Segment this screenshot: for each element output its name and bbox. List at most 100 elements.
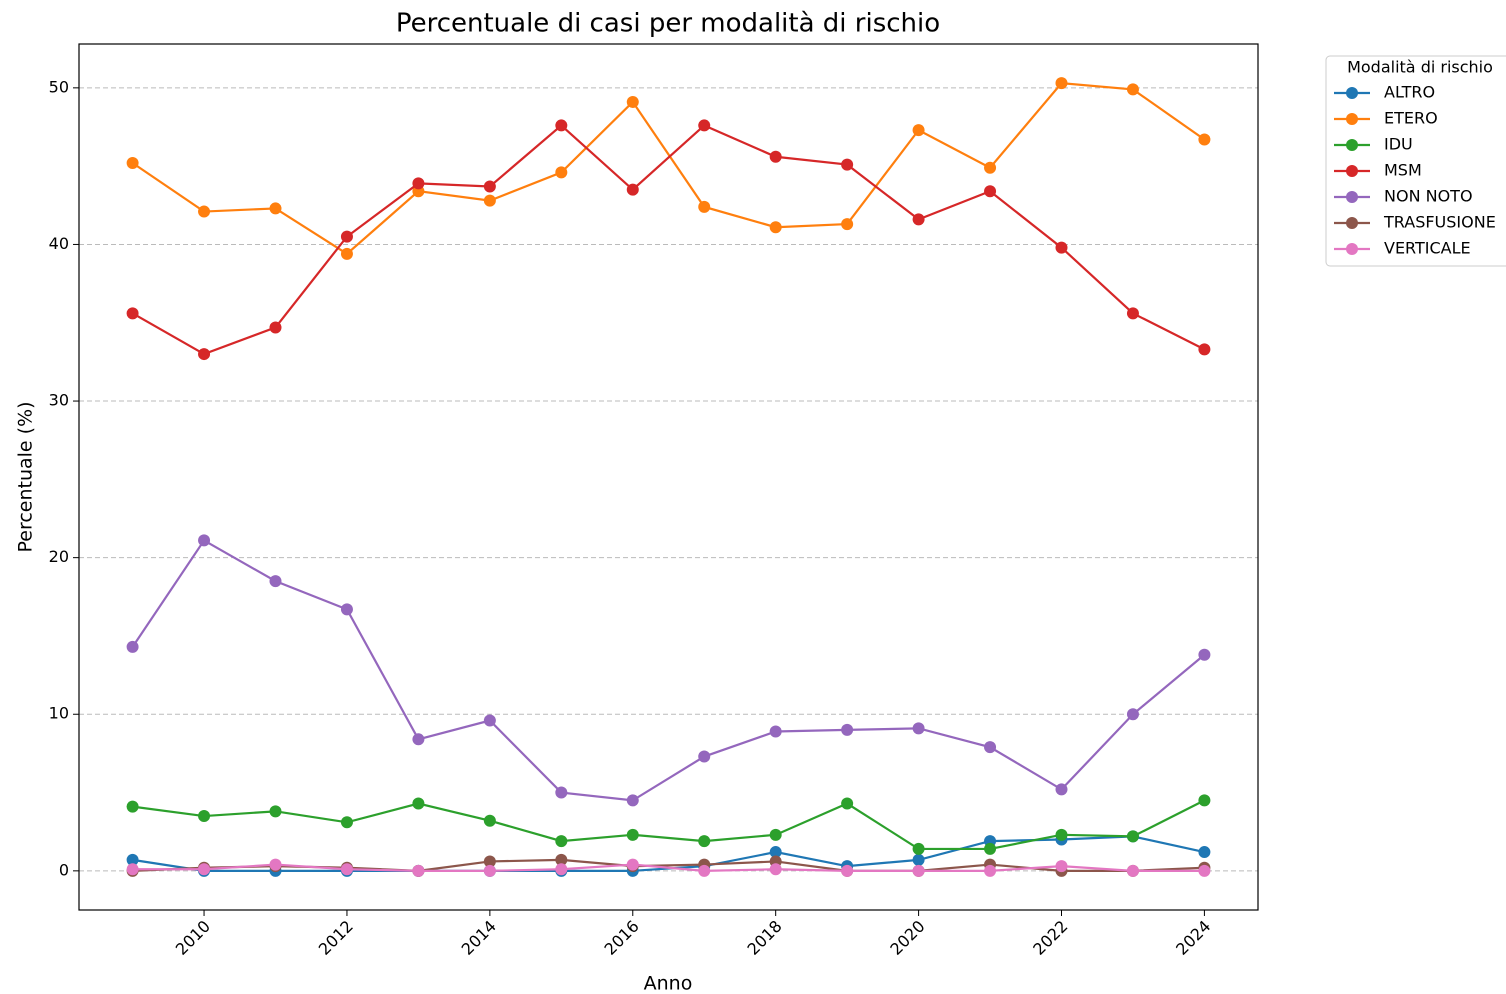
data-point — [1055, 860, 1068, 873]
legend-marker — [1346, 191, 1358, 203]
data-point — [841, 723, 854, 736]
data-point — [269, 858, 282, 871]
data-point — [1126, 307, 1139, 320]
data-point — [340, 247, 353, 260]
data-point — [1198, 794, 1211, 807]
series-line — [132, 123, 1205, 356]
y-tick-label: 50 — [49, 77, 69, 96]
data-point — [269, 575, 282, 588]
data-point — [912, 213, 925, 226]
data-point — [698, 835, 711, 848]
legend-marker — [1346, 243, 1358, 255]
data-point — [769, 221, 782, 234]
data-point — [1055, 828, 1068, 841]
data-point — [126, 863, 139, 876]
data-point — [198, 348, 211, 361]
data-point — [769, 828, 782, 841]
data-point — [1055, 241, 1068, 254]
data-point — [984, 842, 997, 855]
data-point — [340, 603, 353, 616]
data-point — [698, 750, 711, 763]
data-point — [984, 741, 997, 754]
data-point — [126, 853, 139, 866]
x-tick-label: 2010 — [172, 917, 214, 959]
data-point — [483, 180, 496, 193]
legend-label: IDU — [1384, 135, 1413, 154]
y-tick-label: 0 — [59, 860, 69, 879]
series-line — [132, 863, 1205, 872]
legend: Modalità di rischio ALTRO ETERO IDU MSM NON N… — [1325, 55, 1506, 267]
data-point — [269, 321, 282, 334]
data-point — [340, 816, 353, 829]
x-tick-label: 2020 — [886, 917, 928, 959]
data-point — [1126, 864, 1139, 877]
data-point — [698, 200, 711, 213]
data-point — [984, 864, 997, 877]
chart-title: Percentuale di casi per modalità di risc… — [396, 9, 940, 39]
x-tick-label: 2016 — [601, 917, 643, 959]
series-line — [132, 799, 1205, 851]
data-point — [198, 205, 211, 218]
x-tick-label: 2024 — [1172, 917, 1214, 959]
data-point — [1126, 83, 1139, 96]
data-point — [198, 810, 211, 823]
y-tick-label: 10 — [49, 704, 69, 723]
data-point — [198, 863, 211, 876]
legend-label: ETERO — [1384, 109, 1438, 128]
data-point — [1198, 648, 1211, 661]
data-point — [555, 853, 568, 866]
data-point — [1055, 783, 1068, 796]
series-line — [131, 538, 1206, 802]
data-point — [698, 119, 711, 132]
data-point — [626, 183, 639, 196]
data-point — [626, 95, 639, 108]
data-point — [912, 853, 925, 866]
data-point — [555, 786, 568, 799]
legend-marker — [1346, 217, 1358, 229]
y-tick-label: 30 — [49, 391, 69, 410]
data-point — [483, 194, 496, 207]
data-point — [1198, 343, 1211, 356]
legend-marker — [1346, 165, 1358, 177]
data-point — [340, 863, 353, 876]
data-point — [912, 842, 925, 855]
data-point — [626, 794, 639, 807]
legend-marker — [1346, 87, 1358, 99]
data-point — [769, 846, 782, 859]
data-point — [1126, 830, 1139, 843]
data-point — [841, 797, 854, 810]
y-tick-label: 20 — [49, 547, 69, 566]
data-point — [912, 722, 925, 735]
data-point — [984, 185, 997, 198]
data-point — [126, 157, 139, 170]
data-point — [483, 855, 496, 868]
y-axis-label: Percentuale (%) — [15, 401, 37, 552]
data-point — [698, 864, 711, 877]
data-point — [841, 218, 854, 231]
data-point — [769, 863, 782, 876]
plot-frame — [78, 43, 1259, 911]
data-point — [626, 858, 639, 871]
data-point — [626, 828, 639, 841]
data-point — [555, 863, 568, 876]
data-point — [1198, 864, 1211, 877]
y-tick-label: 40 — [49, 234, 69, 253]
data-point — [412, 797, 425, 810]
data-point — [269, 805, 282, 818]
data-point — [555, 119, 568, 132]
legend-label: TRASFUSIONE — [1383, 213, 1496, 232]
data-point — [126, 800, 139, 813]
data-point — [1126, 708, 1139, 721]
x-tick-label: 2012 — [315, 917, 357, 959]
data-point — [412, 864, 425, 877]
x-tick-label: 2014 — [458, 917, 500, 959]
data-point — [340, 230, 353, 243]
data-point — [412, 733, 425, 746]
data-point — [912, 864, 925, 877]
data-point — [126, 640, 139, 653]
series-line — [131, 82, 1206, 256]
data-point — [483, 814, 496, 827]
data-point — [126, 307, 139, 320]
